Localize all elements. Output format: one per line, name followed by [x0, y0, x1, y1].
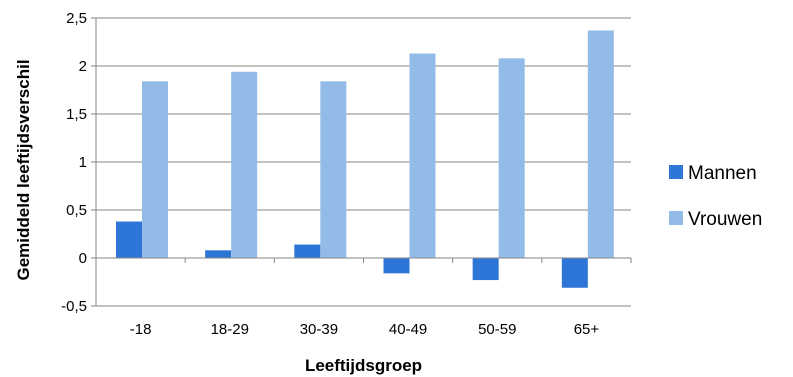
x-tick-label: 30-39: [300, 321, 338, 338]
bar-mannen-30-39: [294, 244, 321, 258]
bar-mannen-18-29: [205, 250, 232, 258]
x-tick-label: 18-29: [211, 321, 249, 338]
tick-labels: -0,5 0 0,5 1 1,5 2 2,5 -18 18-29 30-39 40-49 50-59 6…: [61, 10, 599, 338]
x-axis-title: Leeftijdsgroep: [305, 356, 422, 375]
y-tick-label: 2,5: [66, 10, 87, 27]
x-tick-label: 50-59: [478, 321, 516, 338]
bars: [116, 30, 614, 288]
y-tick-label: 1: [79, 154, 87, 171]
y-tick-label: -0,5: [61, 298, 87, 315]
axes: [91, 17, 632, 307]
y-axis-title: Gemiddeld leeftijdsverschil: [14, 59, 33, 280]
bar-vrouwen-65+: [587, 30, 614, 259]
bar-vrouwen--18: [142, 81, 168, 258]
y-tick-label: 0,5: [66, 202, 87, 219]
bar-mannen-65+: [561, 258, 588, 288]
bar-vrouwen-40-49: [409, 53, 436, 258]
legend-label-vrouwen: Vrouwen: [688, 209, 762, 230]
y-tick-label: 0: [79, 250, 87, 267]
bar-vrouwen-30-39: [320, 81, 347, 258]
legend: Mannen Vrouwen: [669, 163, 762, 230]
legend-label-mannen: Mannen: [688, 163, 757, 184]
x-tick-label: 65+: [574, 321, 600, 338]
bar-mannen-40-49: [383, 258, 410, 274]
y-tick-label: 1,5: [66, 106, 87, 123]
bar-vrouwen-50-59: [498, 58, 525, 258]
bar-mannen--18: [116, 221, 142, 258]
y-tick-label: 2: [79, 58, 87, 75]
x-tick-label: -18: [130, 321, 152, 338]
bar-mannen-50-59: [472, 258, 499, 281]
legend-swatch-vrouwen: [669, 211, 683, 225]
x-tick-label: 40-49: [389, 321, 427, 338]
legend-swatch-mannen: [669, 165, 683, 179]
bar-vrouwen-18-29: [231, 71, 258, 258]
